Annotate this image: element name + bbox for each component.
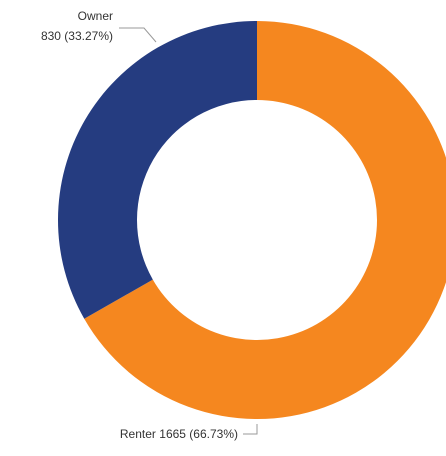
leader-line (119, 27, 157, 43)
donut-slice (84, 21, 446, 419)
donut-slice (57, 21, 257, 319)
value-label: 1665 (66.73%) (159, 427, 238, 441)
value-label: 830 (33.27%) (41, 29, 113, 43)
data-label: Renter 1665 (66.73%) (120, 427, 238, 441)
category-label: Owner (78, 9, 113, 23)
leader-line (243, 424, 258, 435)
category-label: Renter (120, 427, 156, 441)
